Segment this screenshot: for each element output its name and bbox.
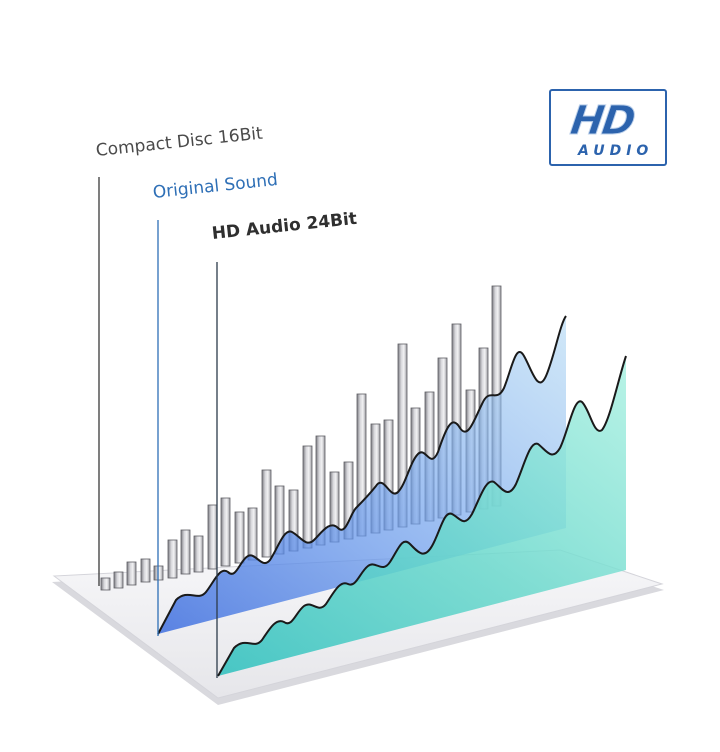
cd-bar-11 (234, 511, 245, 564)
hd-logo-small-text: AUDIO (577, 143, 653, 159)
cd-bar-10 (220, 497, 231, 567)
cd-bar-16 (302, 445, 313, 549)
cd-bar-7 (180, 529, 191, 575)
cd-bar-1 (100, 577, 111, 591)
cd-bar-8 (193, 535, 204, 573)
cd-bar-12 (247, 507, 258, 561)
cd-bar-6 (167, 539, 178, 579)
hd-audio-wave (217, 355, 627, 677)
cd-bar-2 (113, 571, 124, 589)
cd-bar-13 (261, 469, 272, 558)
hd-logo-big-text: HD (568, 98, 638, 144)
cd-bar-4 (140, 558, 151, 583)
cd-bar-3 (126, 561, 137, 586)
hd-audio-logo: HD AUDIO (549, 89, 667, 166)
cd-bar-9 (207, 504, 218, 570)
cd-bar-17 (315, 435, 326, 546)
